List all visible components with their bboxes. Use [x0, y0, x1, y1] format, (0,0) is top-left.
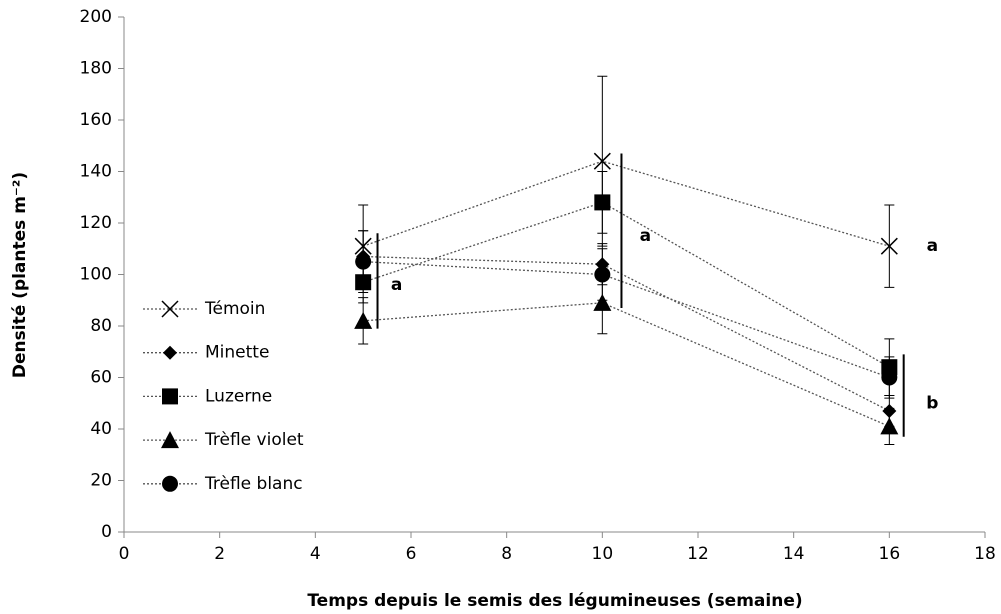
legend-label: Luzerne [205, 386, 272, 406]
series-line [362, 201, 890, 368]
x-axis-title: Temps depuis le semis des légumineuses (… [307, 591, 802, 611]
marker [354, 311, 373, 329]
legend-label: Minette [205, 343, 269, 363]
x-tick-label: 10 [592, 544, 614, 564]
x-tick-label: 8 [501, 544, 512, 564]
marker [880, 417, 899, 435]
y-tick-label: 40 [90, 419, 112, 439]
marker [355, 253, 372, 270]
series-line [363, 255, 890, 412]
annotation: a [391, 275, 402, 295]
marker [881, 369, 898, 386]
marker [593, 152, 611, 170]
y-tick-label: 140 [80, 162, 112, 182]
x-tick-label: 4 [310, 544, 321, 564]
x-tick-label: 0 [119, 544, 130, 564]
legend-label: Trèfle blanc [204, 474, 303, 494]
x-tick-label: 6 [406, 544, 417, 564]
legend-marker [161, 431, 179, 449]
x-tick-label: 14 [783, 544, 805, 564]
y-tick-label: 120 [80, 213, 112, 233]
y-tick-label: 100 [80, 265, 112, 285]
series-line [363, 260, 890, 379]
x-tick-label: 12 [687, 544, 709, 564]
annotation: a [640, 226, 651, 246]
y-axis-title: Densité (plantes m⁻²) [10, 172, 30, 378]
legend-marker [162, 388, 178, 405]
y-tick-label: 80 [90, 316, 112, 336]
y-tick-label: 160 [80, 110, 112, 130]
y-tick-label: 20 [90, 471, 112, 491]
marker [593, 293, 612, 311]
annotation: a [927, 236, 938, 256]
x-tick-label: 18 [974, 544, 996, 564]
legend-marker [163, 345, 177, 360]
legend-marker [161, 300, 179, 318]
marker [594, 194, 611, 211]
legend-marker [162, 475, 178, 492]
y-tick-label: 60 [90, 368, 112, 388]
annotation: b [926, 393, 938, 413]
y-tick-label: 180 [80, 59, 112, 79]
x-tick-label: 16 [879, 544, 901, 564]
legend-label: Trèfle violet [204, 430, 304, 450]
x-tick-label: 2 [214, 544, 225, 564]
marker [880, 237, 898, 255]
series-line [363, 302, 890, 428]
y-tick-label: 0 [101, 522, 112, 542]
y-tick-label: 200 [80, 7, 112, 27]
series-line [362, 160, 890, 247]
marker [594, 266, 611, 283]
legend-label: Témoin [204, 299, 265, 319]
